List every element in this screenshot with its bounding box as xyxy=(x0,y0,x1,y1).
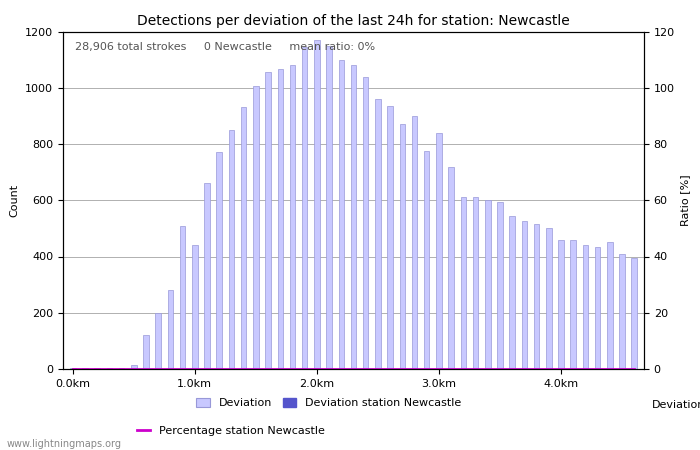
Bar xyxy=(253,86,258,369)
Bar xyxy=(595,247,601,369)
Bar xyxy=(449,166,454,369)
Legend: Percentage station Newcastle: Percentage station Newcastle xyxy=(132,421,330,440)
Bar xyxy=(241,108,246,369)
Bar xyxy=(412,116,417,369)
Bar xyxy=(559,239,564,369)
Bar xyxy=(424,151,430,369)
Bar xyxy=(302,47,307,369)
Bar xyxy=(180,225,186,369)
Bar xyxy=(522,221,527,369)
Bar xyxy=(277,69,283,369)
Bar xyxy=(168,290,173,369)
Bar xyxy=(351,65,356,369)
Bar xyxy=(192,245,197,369)
Text: www.lightningmaps.org: www.lightningmaps.org xyxy=(7,439,122,449)
Title: Detections per deviation of the last 24h for station: Newcastle: Detections per deviation of the last 24h… xyxy=(137,14,570,27)
Bar xyxy=(265,72,271,369)
Bar xyxy=(326,45,332,369)
Bar xyxy=(70,368,76,369)
Bar xyxy=(387,106,393,369)
Bar xyxy=(290,65,295,369)
Y-axis label: Count: Count xyxy=(10,184,20,217)
Legend: Deviation, Deviation station Newcastle: Deviation, Deviation station Newcastle xyxy=(192,394,466,413)
Bar xyxy=(155,313,161,369)
Bar xyxy=(570,239,576,369)
Bar xyxy=(339,59,344,369)
Text: 28,906 total strokes     0 Newcastle     mean ratio: 0%: 28,906 total strokes 0 Newcastle mean ra… xyxy=(75,42,374,52)
Bar xyxy=(534,224,539,369)
Bar xyxy=(216,153,222,369)
Bar xyxy=(461,198,466,369)
Y-axis label: Ratio [%]: Ratio [%] xyxy=(680,175,690,226)
Bar xyxy=(363,76,368,369)
Bar xyxy=(473,198,478,369)
Bar xyxy=(485,200,491,369)
Bar xyxy=(546,228,552,369)
Bar xyxy=(375,99,381,369)
Bar xyxy=(436,133,442,369)
Bar xyxy=(631,258,637,369)
Bar xyxy=(204,184,210,369)
Bar xyxy=(400,124,405,369)
Bar xyxy=(607,243,612,369)
Bar xyxy=(510,216,515,369)
Bar xyxy=(144,335,148,369)
Bar xyxy=(620,254,625,369)
Bar xyxy=(314,40,320,369)
Bar xyxy=(229,130,234,369)
Bar xyxy=(582,245,588,369)
Bar xyxy=(131,365,136,369)
Bar xyxy=(497,202,503,369)
Text: Deviations: Deviations xyxy=(652,400,700,410)
